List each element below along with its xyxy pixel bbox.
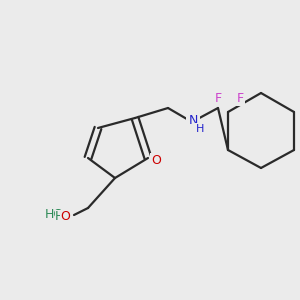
Text: O: O <box>151 154 161 167</box>
Text: HO: HO <box>45 208 64 221</box>
Text: H: H <box>55 209 64 223</box>
Text: H: H <box>196 124 204 134</box>
Text: F: F <box>214 92 222 104</box>
Text: N: N <box>188 113 198 127</box>
Text: O: O <box>60 209 70 223</box>
Text: F: F <box>236 92 244 104</box>
